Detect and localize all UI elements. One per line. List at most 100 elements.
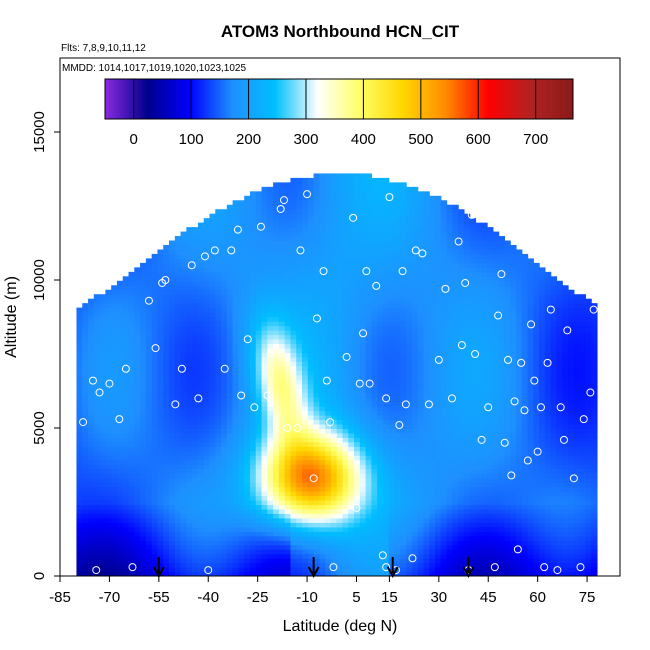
heatmap-cell	[325, 227, 332, 233]
heatmap-cell	[82, 388, 89, 394]
heatmap-cell	[232, 441, 239, 447]
heatmap-cell	[354, 249, 361, 255]
heatmap-cell	[197, 298, 205, 304]
heatmap-cell	[226, 321, 234, 327]
heatmap-cell	[342, 491, 349, 497]
heatmap-cell	[244, 303, 251, 309]
heatmap-cell	[82, 312, 89, 318]
heatmap-cell	[278, 383, 286, 389]
heatmap-cell	[249, 535, 257, 541]
heatmap-cell	[319, 352, 326, 358]
heatmap-cell	[151, 562, 159, 568]
heatmap-cell	[290, 428, 297, 434]
heatmap-cell	[417, 245, 425, 251]
heatmap-cell	[140, 535, 147, 541]
heatmap-cell	[134, 504, 141, 510]
heatmap-cell	[307, 549, 315, 555]
heatmap-cell	[111, 558, 118, 564]
heatmap-cell	[394, 499, 401, 506]
heatmap-cell	[244, 482, 251, 488]
heatmap-cell	[325, 495, 332, 501]
heatmap-cell	[278, 231, 286, 237]
heatmap-cell	[336, 258, 344, 264]
heatmap-cell	[284, 289, 292, 295]
heatmap-cell	[180, 522, 187, 528]
heatmap-cell	[192, 571, 199, 576]
heatmap-cell	[400, 428, 407, 434]
heatmap-cell	[296, 298, 303, 304]
heatmap-cell	[197, 361, 205, 367]
heatmap-cell	[365, 312, 372, 318]
heatmap-cell	[359, 392, 367, 398]
heatmap-cell	[273, 522, 280, 528]
heatmap-cell	[82, 397, 89, 403]
heatmap-cell	[174, 334, 182, 340]
heatmap-cell	[325, 526, 332, 532]
heatmap-cell	[302, 526, 309, 532]
heatmap-cell	[99, 499, 106, 506]
heatmap-cell	[342, 209, 349, 215]
heatmap-cell	[400, 455, 407, 461]
heatmap-cell	[203, 249, 211, 255]
heatmap-cell	[174, 285, 182, 291]
heatmap-cell	[111, 401, 118, 407]
heatmap-cell	[209, 482, 216, 488]
heatmap-cell	[255, 258, 263, 264]
heatmap-cell	[192, 495, 199, 501]
heatmap-cell	[411, 428, 419, 434]
heatmap-cell	[319, 227, 326, 233]
heatmap-cell	[197, 562, 205, 568]
heatmap-cell	[330, 567, 338, 573]
heatmap-cell	[330, 316, 338, 322]
heatmap-cell	[157, 491, 164, 497]
heatmap-cell	[382, 540, 390, 546]
heatmap-cell	[174, 562, 182, 568]
heatmap-cell	[209, 410, 216, 416]
heatmap-cell	[354, 540, 361, 546]
heatmap-cell	[105, 334, 112, 340]
heatmap-cell	[411, 562, 419, 568]
heatmap-cell	[221, 258, 228, 264]
heatmap-cell	[336, 370, 344, 376]
heatmap-cell	[406, 374, 413, 380]
heatmap-cell	[99, 450, 106, 456]
heatmap-cell	[313, 352, 320, 358]
heatmap-cell	[180, 334, 187, 340]
heatmap-cell	[336, 392, 344, 398]
heatmap-cell	[325, 517, 332, 523]
heatmap-cell	[203, 522, 211, 528]
heatmap-cell	[342, 258, 349, 264]
heatmap-cell	[209, 517, 216, 523]
heatmap-cell	[221, 218, 228, 224]
heatmap-cell	[122, 571, 130, 576]
heatmap-cell	[394, 486, 401, 492]
heatmap-cell	[273, 204, 280, 210]
heatmap-cell	[215, 419, 222, 425]
heatmap-cell	[238, 347, 245, 353]
heatmap-cell	[325, 173, 332, 179]
heatmap-cell	[429, 441, 436, 447]
heatmap-cell	[215, 388, 222, 394]
heatmap-cell	[261, 397, 268, 403]
heatmap-cell	[169, 414, 176, 421]
heatmap-cell	[163, 298, 170, 304]
heatmap-cell	[128, 410, 135, 416]
heatmap-cell	[284, 388, 292, 394]
heatmap-cell	[278, 499, 286, 506]
heatmap-cell	[354, 370, 361, 376]
heatmap-cell	[122, 504, 130, 510]
heatmap-cell	[128, 504, 135, 510]
heatmap-cell	[180, 473, 187, 479]
heatmap-cell	[169, 307, 176, 313]
heatmap-cell	[429, 419, 436, 425]
heatmap-cell	[163, 513, 170, 519]
heatmap-cell	[423, 231, 430, 237]
heatmap-cell	[93, 432, 101, 438]
heatmap-cell	[215, 571, 222, 576]
heatmap-cell	[174, 513, 182, 519]
heatmap-cell	[76, 428, 83, 434]
heatmap-cell	[290, 280, 297, 286]
heatmap-cell	[186, 464, 193, 470]
heatmap-cell	[377, 540, 384, 546]
heatmap-cell	[313, 406, 320, 412]
